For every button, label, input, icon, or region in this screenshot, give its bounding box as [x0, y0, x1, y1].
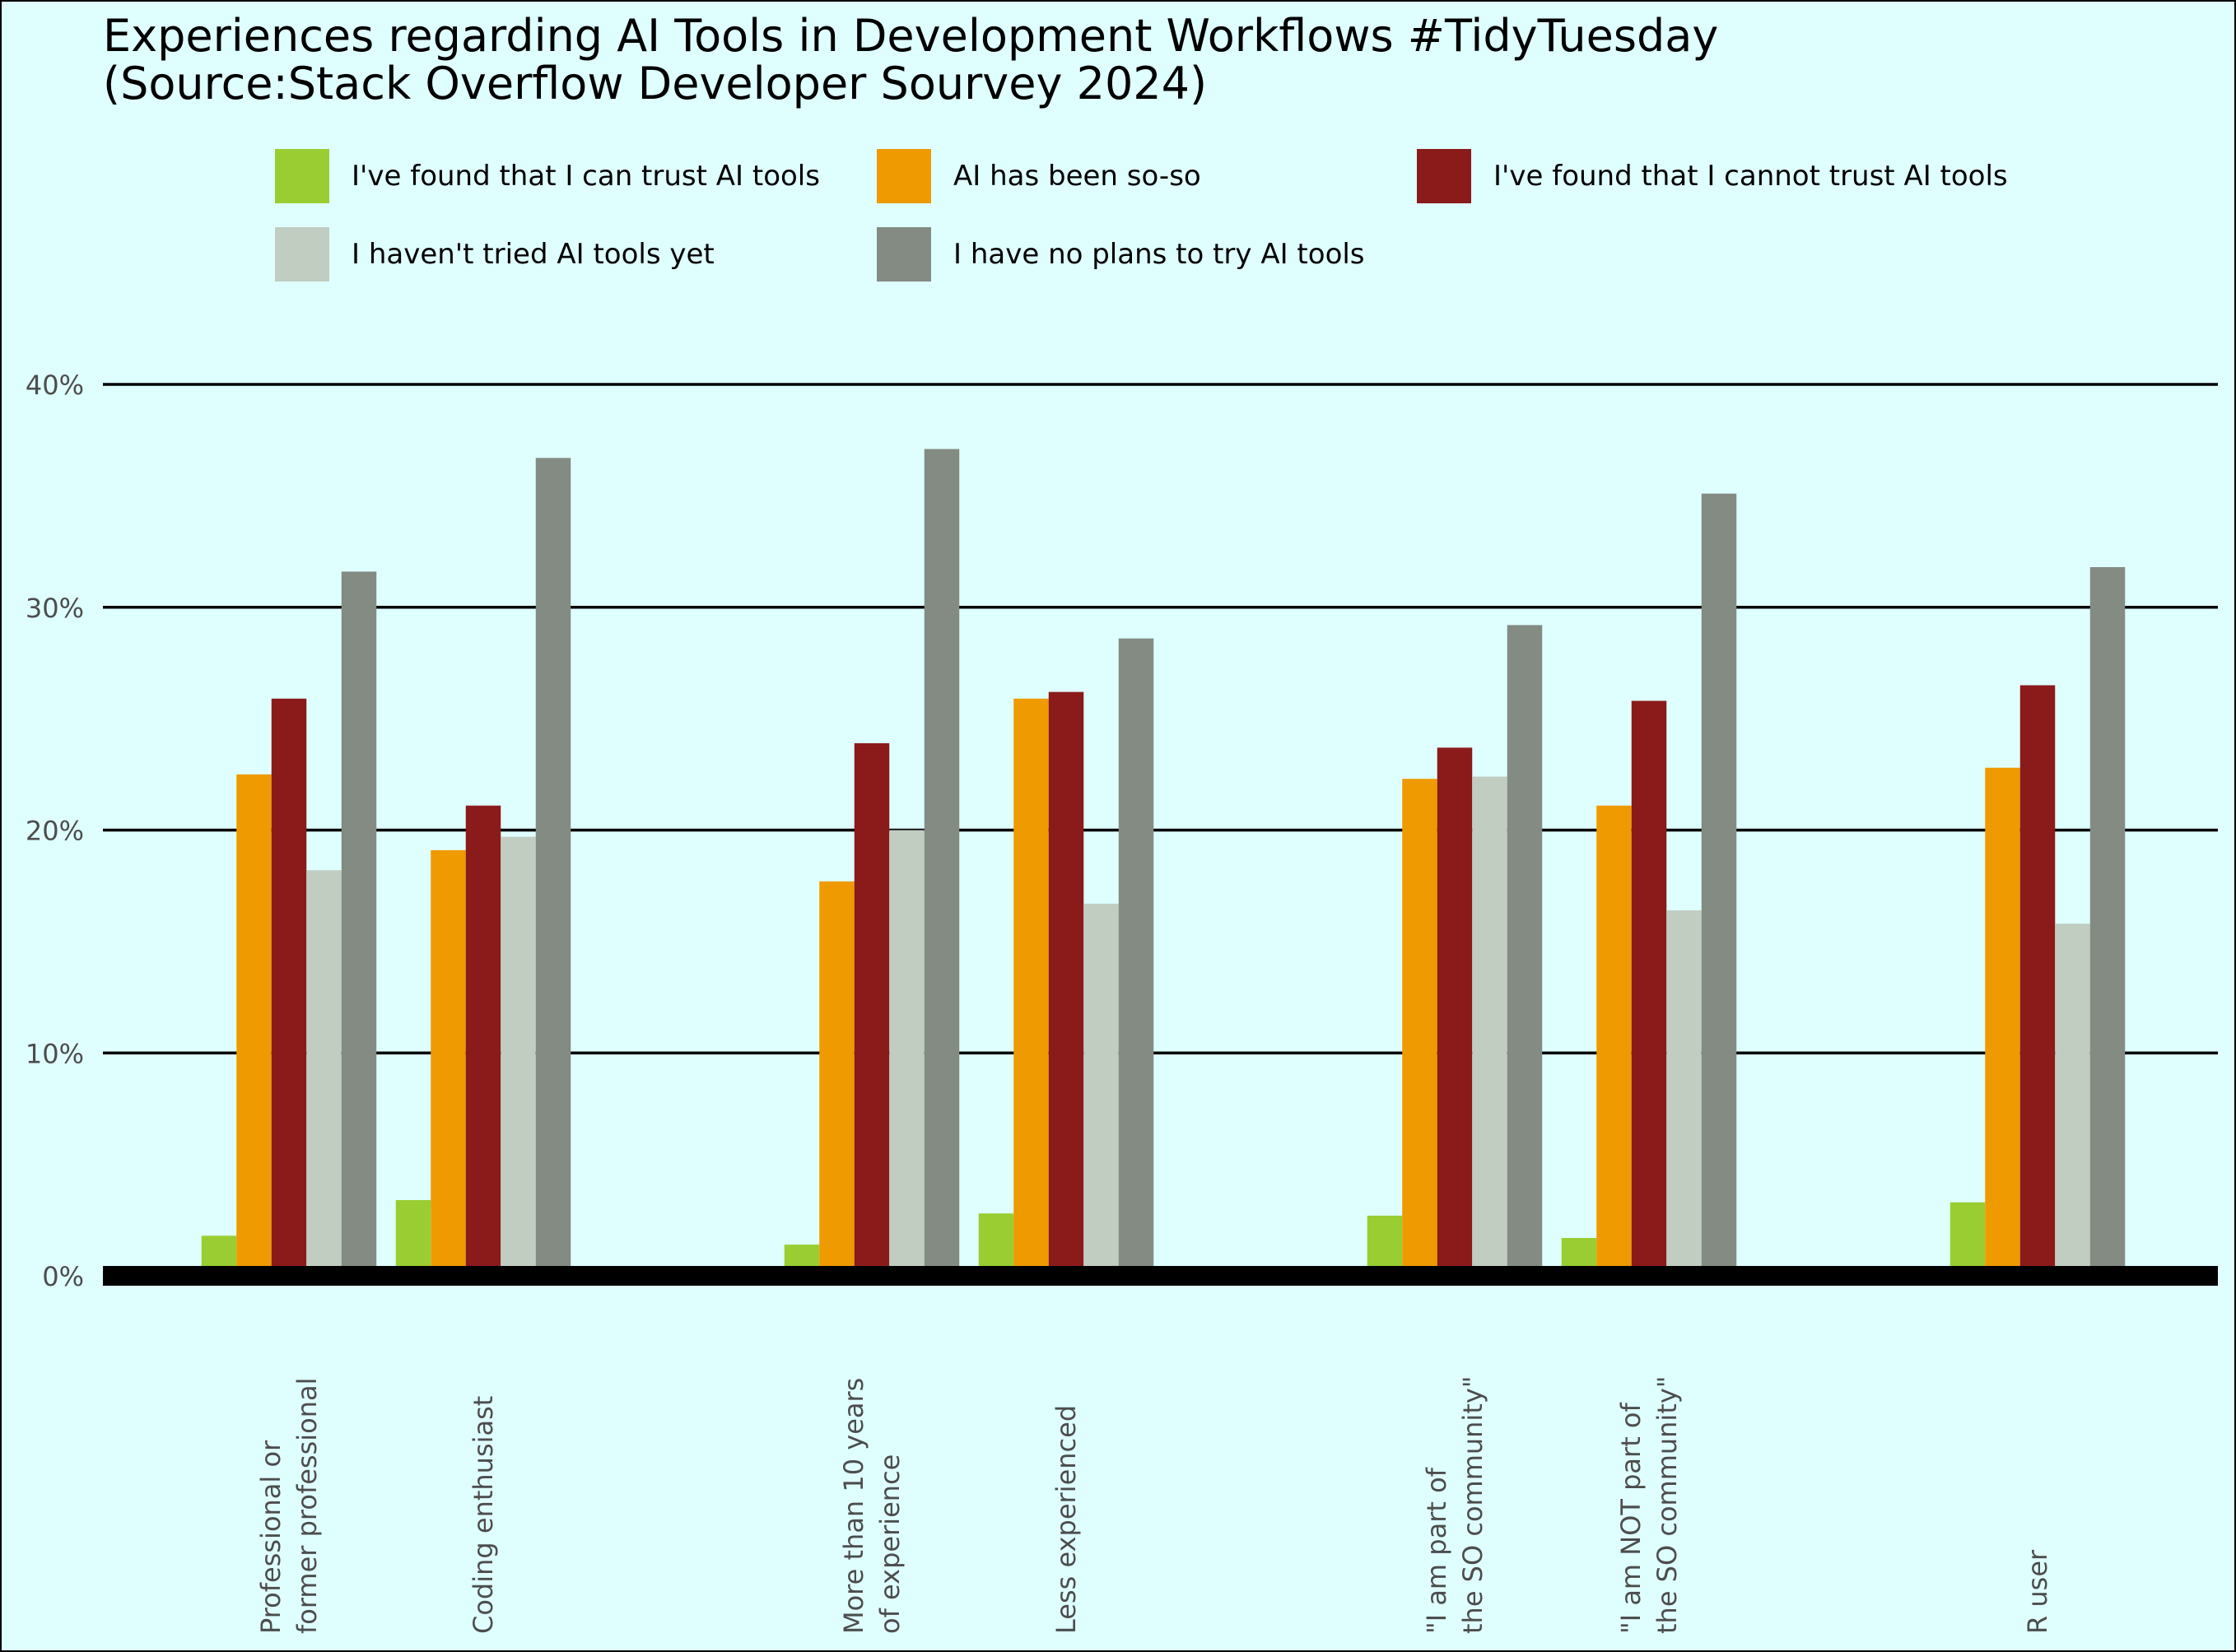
bar [854, 742, 890, 1276]
chart-subtitle: (Source:Stack Overflow Developer Sourvey… [103, 58, 1208, 109]
bar [1402, 779, 1437, 1276]
x-tick-label-line: of experience [874, 1454, 906, 1634]
bar [1631, 700, 1667, 1276]
bar [1013, 698, 1049, 1276]
x-tick-label: More than 10 years of experience [838, 1378, 906, 1634]
x-axis: Professional or former professional Coding… [255, 1375, 2053, 1634]
legend-swatch [877, 227, 931, 282]
bar [1083, 903, 1119, 1276]
x-tick-label-line: R user [2022, 1549, 2053, 1634]
bar [341, 571, 377, 1276]
legend-swatch [1417, 149, 1471, 203]
zero-baseline [103, 1266, 2218, 1286]
bar [1950, 1202, 1986, 1276]
x-tick-label: Coding enthusiast [468, 1396, 499, 1634]
bar [1472, 776, 1507, 1276]
y-axis: 0% 10% 20% 30% 40% [26, 370, 84, 1292]
bar [1437, 747, 1473, 1276]
bar [1118, 638, 1154, 1276]
bar [1666, 910, 1702, 1276]
bar [306, 870, 342, 1276]
chart-title: Experiences regarding AI Tools in Develo… [103, 10, 1719, 62]
x-tick-label-line: the SO community" [1651, 1375, 1683, 1634]
bar [1367, 1215, 1403, 1276]
bar [1701, 493, 1737, 1276]
y-tick-label: 10% [26, 1038, 84, 1069]
y-tick-label: 40% [26, 370, 84, 401]
x-tick-label-line: former professional [291, 1377, 323, 1634]
x-tick-label: Professional or former professional [255, 1377, 323, 1634]
x-tick-label-line: the SO community" [1457, 1375, 1488, 1634]
legend-label: I haven't tried AI tools yet [352, 238, 715, 271]
legend-swatch [275, 227, 329, 282]
x-tick-label: "I am NOT part of the SO community" [1615, 1375, 1683, 1634]
bar [2055, 924, 2090, 1276]
bar [465, 805, 501, 1276]
x-tick-label-line: "I am NOT part of [1615, 1403, 1647, 1635]
y-tick-label: 20% [26, 816, 84, 847]
x-tick-label-line: "I am part of [1421, 1467, 1452, 1634]
bar [889, 830, 925, 1276]
x-tick-label: Less experienced [1050, 1405, 1082, 1634]
legend-label: I've found that I can trust AI tools [352, 160, 820, 193]
bar [501, 836, 536, 1276]
bar [2019, 685, 2056, 1276]
bar [1596, 805, 1632, 1276]
bar [819, 881, 855, 1276]
legend-label: AI has been so-so [953, 160, 1201, 193]
bar [236, 774, 272, 1276]
bar [431, 849, 466, 1276]
legend-label: I have no plans to try AI tools [953, 238, 1365, 271]
bar [535, 458, 571, 1276]
bar [1507, 625, 1543, 1276]
x-tick-label: "I am part of the SO community" [1421, 1375, 1488, 1634]
bar [395, 1199, 431, 1276]
y-tick-label: 30% [26, 593, 84, 624]
x-tick-label: R user [2022, 1549, 2053, 1634]
legend: I've found that I can trust AI tools AI h… [275, 149, 2008, 282]
legend-swatch [275, 149, 329, 203]
gridlines [103, 383, 2218, 1054]
x-tick-label-line: Coding enthusiast [468, 1396, 499, 1634]
bar [978, 1213, 1014, 1276]
legend-label: I've found that I cannot trust AI tools [1493, 160, 2008, 193]
bar [2089, 567, 2126, 1276]
bars [103, 449, 2218, 1286]
legend-swatch [877, 149, 931, 203]
y-tick-label: 0% [42, 1261, 84, 1292]
x-tick-label-line: Less experienced [1050, 1405, 1082, 1634]
x-tick-label-line: More than 10 years [838, 1378, 869, 1634]
bar [271, 698, 307, 1276]
bar [1048, 691, 1084, 1276]
bar [924, 449, 960, 1276]
bar [1985, 767, 2020, 1276]
x-tick-label-line: Professional or [255, 1440, 286, 1634]
